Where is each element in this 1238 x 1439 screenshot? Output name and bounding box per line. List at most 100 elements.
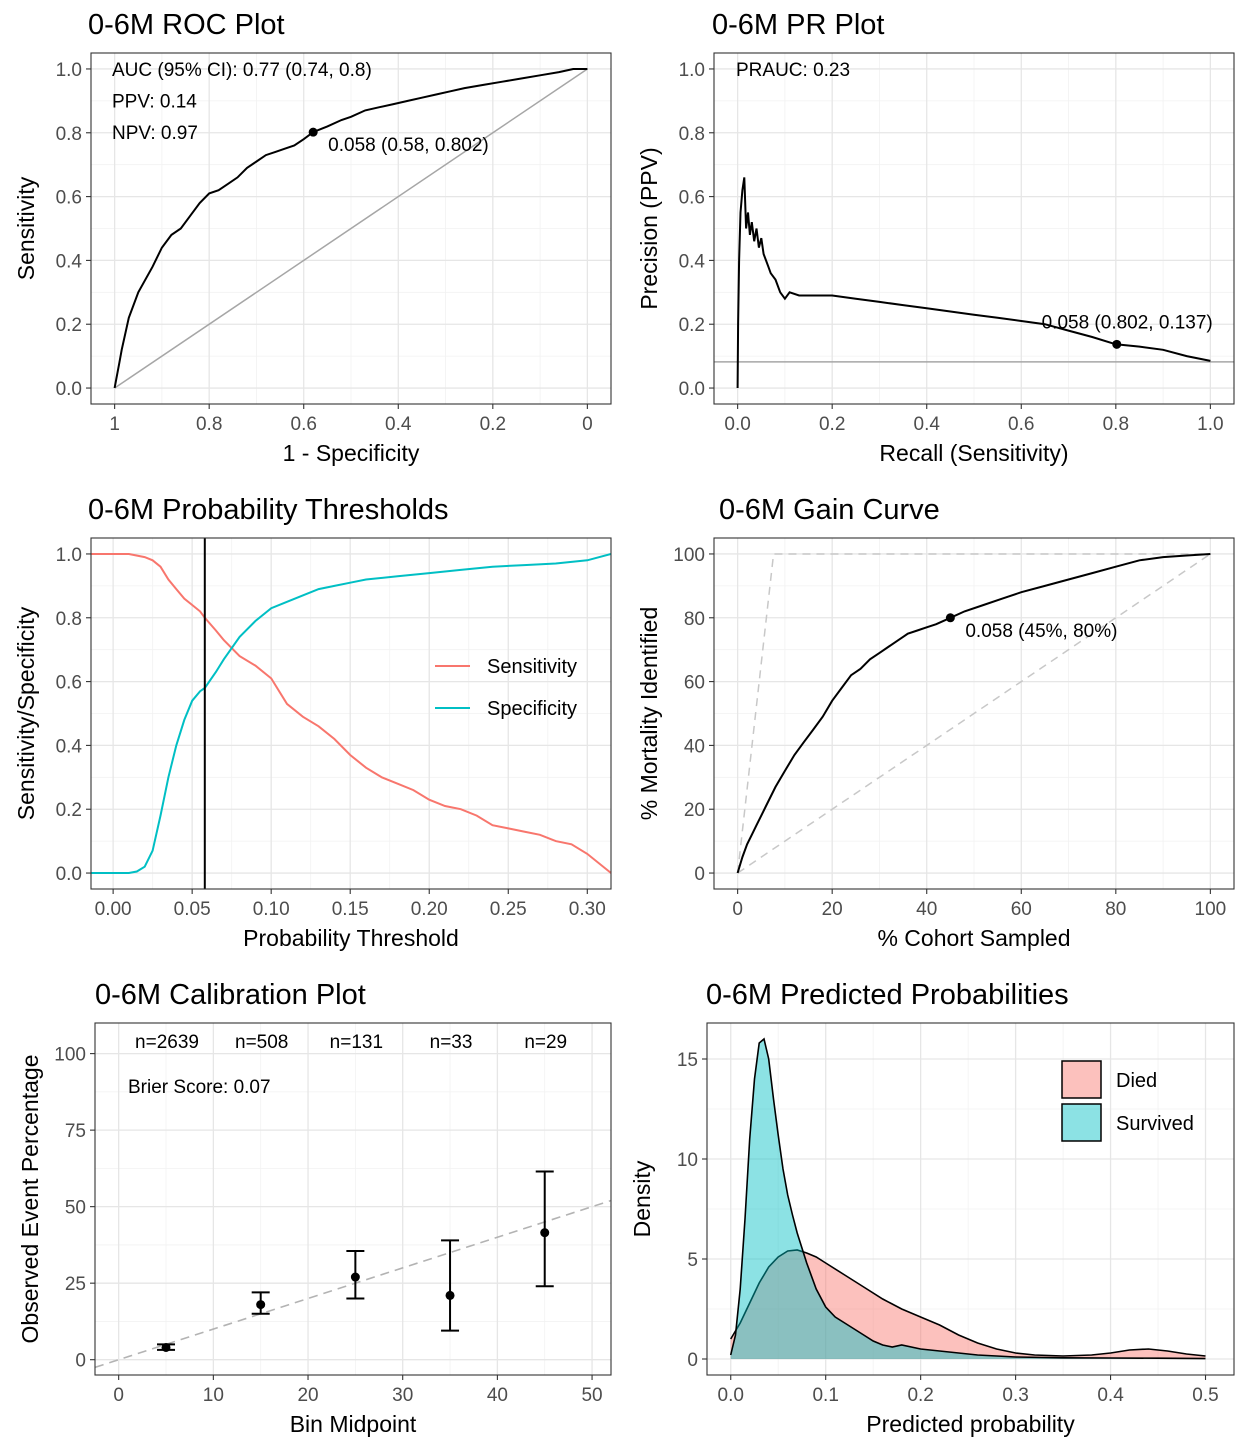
panel-background [707, 1023, 1234, 1375]
threshold-point [1112, 339, 1122, 349]
x-tick-label: 1.0 [1197, 414, 1223, 435]
y-tick-label: 0.6 [56, 673, 82, 694]
y-tick-label: 1.0 [56, 60, 82, 81]
y-tick-label: 0.2 [56, 315, 82, 336]
x-tick-label: 0.2 [480, 414, 506, 435]
x-tick-label: 40 [487, 1385, 508, 1406]
x-tick-label: 0.3 [1002, 1385, 1028, 1406]
density-outline-survived [729, 1037, 1206, 1360]
plot-area [95, 1170, 611, 1369]
y-tick-label: 5 [687, 1250, 698, 1271]
threshold-point [945, 613, 955, 623]
x-tick-label: 30 [392, 1385, 413, 1406]
chart-title: 0-6M ROC Plot [88, 9, 285, 41]
x-tick-label: 0.2 [907, 1385, 933, 1406]
y-tick-label: 0.2 [679, 315, 705, 336]
y-tick-label: 1.0 [56, 545, 82, 566]
x-tick-label: 60 [1011, 899, 1032, 920]
chart-title: 0-6M Predicted Probabilities [706, 979, 1069, 1011]
x-tick-label: 100 [1195, 899, 1227, 920]
panel-roc: 1 0.8 0.6 0.4 0.2 0 0.0 0.2 0.4 0.6 0.8 1.0 0-6M ROC… [13, 9, 612, 466]
identity-dashed-line [95, 1199, 611, 1369]
threshold-label: 0.058 (0.802, 0.137) [1042, 312, 1213, 333]
panel-thresholds: 0.00 0.05 0.10 0.15 0.20 0.25 0.30 0.0 0.2 0.4 0.6… [13, 494, 612, 951]
density-area-died [730, 1250, 1206, 1359]
legend-label: Survived [1116, 1113, 1194, 1135]
calibration-point [256, 1300, 266, 1310]
x-tick-label: 0.8 [196, 414, 222, 435]
y-tick-label: 60 [684, 673, 705, 694]
plot-area [91, 538, 611, 889]
x-tick-label: 0.10 [253, 899, 290, 920]
annotation-text: AUC (95% CI): 0.77 (0.74, 0.8) [112, 60, 372, 81]
legend-label: Sensitivity [487, 656, 577, 678]
plot-area [736, 553, 1211, 874]
x-axis-label: Recall (Sensitivity) [879, 440, 1068, 466]
y-tick-label: 100 [673, 545, 705, 566]
annotation-text: PPV: 0.14 [112, 92, 197, 113]
roc-curve [113, 68, 588, 389]
y-tick-label: 100 [54, 1045, 86, 1066]
x-tick-label: 20 [822, 899, 843, 920]
x-tick-label: 0 [582, 414, 593, 435]
calibration-point [445, 1290, 455, 1300]
x-tick-label: 0.30 [569, 899, 606, 920]
x-axis-label: % Cohort Sampled [877, 925, 1070, 951]
x-tick-label: 0.2 [819, 414, 845, 435]
plot-area [113, 68, 588, 389]
panel-border [706, 1022, 1235, 1376]
annotation-text: PRAUC: 0.23 [736, 60, 850, 81]
x-tick-label: 0.05 [174, 899, 211, 920]
y-tick-label: 20 [684, 800, 705, 821]
x-tick-label: 50 [581, 1385, 602, 1406]
y-tick-label: 0 [75, 1351, 86, 1372]
pr-curve [736, 177, 1211, 389]
density-outline-died [730, 1249, 1206, 1357]
y-tick-label: 0.8 [679, 124, 705, 145]
panel-density: 0.0 0.1 0.2 0.3 0.4 0.5 0 5 10 15 0-6M Predicted P… [629, 979, 1235, 1437]
legend-label: Specificity [487, 698, 577, 720]
threshold-label: 0.058 (0.58, 0.802) [328, 135, 489, 156]
panel-border [713, 537, 1235, 890]
bin-count-label: n=29 [524, 1032, 567, 1053]
chart-title: 0-6M PR Plot [712, 9, 884, 41]
x-tick-label: 0.5 [1192, 1385, 1218, 1406]
bin-count-label: n=508 [235, 1032, 288, 1053]
x-axis-label: 1 - Specificity [283, 440, 420, 466]
legend: Sensitivity Specificity [435, 656, 577, 720]
y-axis-label: Observed Event Percentage [17, 1055, 43, 1344]
y-axis-label: % Mortality Identified [636, 607, 662, 820]
bin-count-label: n=33 [430, 1032, 473, 1053]
panel-border [90, 537, 612, 890]
y-tick-label: 75 [65, 1121, 86, 1142]
x-tick-label: 1 [109, 414, 120, 435]
threshold-label: 0.058 (45%, 80%) [965, 621, 1117, 642]
x-tick-label: 0 [732, 899, 743, 920]
x-tick-label: 0.0 [724, 414, 750, 435]
error-bar [441, 1239, 460, 1332]
bin-count-label: n=131 [330, 1032, 383, 1053]
y-tick-label: 0.0 [56, 864, 82, 885]
y-tick-label: 0.0 [679, 379, 705, 400]
y-tick-label: 0.2 [56, 800, 82, 821]
y-axis-label: Sensitivity/Specificity [13, 606, 39, 820]
y-tick-label: 0.8 [56, 124, 82, 145]
chart-title: 0-6M Gain Curve [719, 494, 940, 526]
legend: Died Survived [1061, 1060, 1194, 1142]
legend-label: Died [1116, 1070, 1157, 1092]
gain-curve [736, 553, 1211, 874]
y-tick-label: 15 [677, 1050, 698, 1071]
y-axis-label: Sensitivity [13, 176, 39, 280]
panel-calibration: 0 10 20 30 40 50 0 25 50 75 100 0-6M Calibration Pl… [17, 979, 612, 1437]
y-axis-label: Precision (PPV) [636, 147, 662, 309]
y-tick-label: 40 [684, 736, 705, 757]
x-tick-label: 0.8 [1103, 414, 1129, 435]
x-tick-label: 0.20 [411, 899, 448, 920]
legend-key [1061, 1103, 1102, 1142]
threshold-point [308, 127, 318, 137]
y-axis-label: Density [629, 1160, 655, 1237]
x-tick-label: 80 [1105, 899, 1126, 920]
y-tick-label: 0.4 [679, 251, 706, 272]
x-axis-label: Predicted probability [866, 1411, 1075, 1437]
y-tick-label: 0.4 [56, 736, 83, 757]
